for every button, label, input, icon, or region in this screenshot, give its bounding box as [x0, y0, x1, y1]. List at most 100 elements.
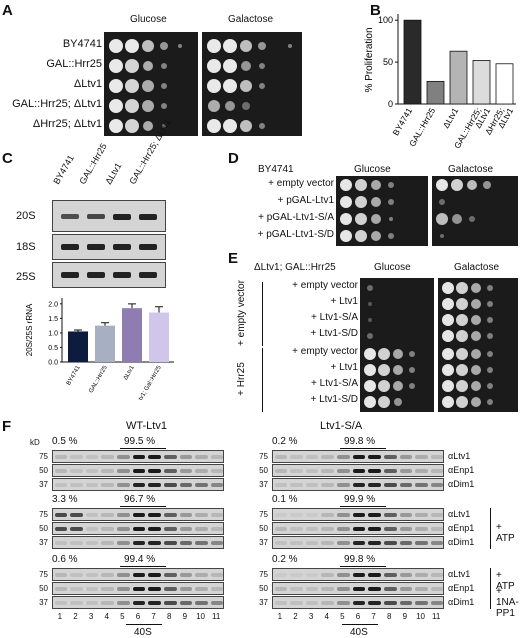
blot-band [321, 587, 335, 591]
mw-marker: 50 [39, 584, 48, 593]
kd-label: kD [30, 438, 40, 447]
blot-band [383, 469, 397, 473]
panel-e-row-labels-bottom: + empty vector + Ltv1 + Ltv1-S/A + Ltv1-… [266, 346, 358, 410]
blot-band [54, 469, 68, 473]
fraction-number: 5 [120, 612, 125, 621]
blot-band [321, 469, 335, 473]
blot-band [195, 573, 208, 577]
blot-band [70, 455, 83, 459]
blot-band [101, 513, 115, 517]
glucose-header: Glucose [130, 14, 167, 25]
panel-d-galactose-header: Galactose [448, 164, 494, 175]
blot-band [210, 469, 224, 473]
blot-band [337, 573, 350, 577]
blot-band [195, 541, 208, 545]
bar [426, 80, 445, 105]
category-label: ΔLtv1; Gal::Hrr25 [134, 364, 163, 400]
blot-band [132, 513, 146, 517]
blot-band [210, 483, 224, 487]
plasmid-label: + Ltv1-S/A [311, 378, 358, 389]
blot-band [352, 483, 366, 487]
blot-band [70, 527, 83, 531]
plasmid-label: + Ltv1 [330, 362, 358, 373]
blot-band [163, 483, 177, 487]
blot-band [290, 601, 303, 605]
fraction-number: 6 [135, 612, 141, 621]
blot-band [352, 455, 366, 459]
blot-band [415, 601, 428, 605]
bar [122, 308, 142, 362]
blot-band [148, 601, 161, 605]
y-axis-label: 20S/25S rRNA [25, 303, 34, 356]
fraction-bound-percent: 99.8 % [344, 436, 376, 447]
bar [95, 325, 115, 362]
blot-band [368, 455, 381, 459]
blot-band [399, 587, 413, 591]
fraction-number: 3 [308, 612, 314, 621]
blot-band [85, 527, 99, 531]
blot-band [321, 483, 335, 487]
blot-band [85, 541, 99, 545]
blot-band [117, 541, 130, 545]
blot-strip [272, 582, 444, 595]
spot-plate-glucose-image [109, 39, 182, 133]
blot-band [54, 601, 68, 605]
percent-underline [120, 506, 166, 507]
fraction-number: 4 [104, 612, 109, 621]
blot-band [415, 455, 428, 459]
panel-e-plate-glucose [360, 278, 434, 412]
peak-label-right: 40S [350, 627, 368, 638]
peak-label-left: 40S [134, 627, 152, 638]
blot-band [321, 513, 335, 517]
panel-e-plate-galactose [438, 278, 518, 412]
blot-band [210, 541, 224, 545]
blot-band [430, 513, 444, 517]
blot-strip [52, 478, 224, 491]
panel-d-plate-galactose [432, 176, 518, 246]
blot-band [101, 573, 115, 577]
blot-band [337, 455, 350, 459]
blot-band [148, 573, 161, 577]
percent-underline [120, 448, 166, 449]
plasmid-label: + pGAL-Ltv1-S/D [257, 229, 334, 240]
blot-band [179, 587, 193, 591]
fraction-number: 10 [196, 612, 205, 621]
blot-band [54, 513, 68, 517]
fraction-number: 7 [371, 612, 376, 621]
blot-band [210, 513, 224, 517]
strain-label: ΔHrr25; ΔLtv1 [32, 118, 102, 130]
blot-band [179, 573, 193, 577]
blot-band [321, 455, 335, 459]
blot-band [321, 541, 335, 545]
blot-band [117, 573, 130, 577]
blot-band [415, 527, 428, 531]
fraction-bound-percent: 99.9 % [344, 494, 376, 505]
blot-band [163, 587, 177, 591]
blot-band [368, 527, 381, 531]
bar [68, 331, 88, 362]
blot-band [352, 469, 366, 473]
group-empty-vector-bracket [262, 282, 266, 346]
fraction-number: 7 [151, 612, 156, 621]
blot-strip [52, 450, 224, 463]
blot-band [85, 587, 99, 591]
blot-band [132, 587, 146, 591]
panel-e-label: E [228, 250, 239, 267]
blot-band [210, 455, 224, 459]
blot-band [352, 587, 366, 591]
blot-band [179, 469, 193, 473]
blot-band [148, 513, 161, 517]
fraction-numbers-right: 1 2 3 4 5 6 7 8 9 10 11 [272, 612, 444, 624]
blot-band [383, 541, 397, 545]
blot-band [368, 541, 381, 545]
blot-band [337, 541, 350, 545]
blot-band [163, 513, 177, 517]
mw-marker: 75 [259, 452, 268, 461]
blot-band [132, 527, 146, 531]
mw-marker: 75 [259, 510, 268, 519]
blot-band [305, 455, 319, 459]
y-axis-label: % Proliferation [364, 27, 375, 92]
blot-band [179, 527, 193, 531]
blot-band [415, 483, 428, 487]
